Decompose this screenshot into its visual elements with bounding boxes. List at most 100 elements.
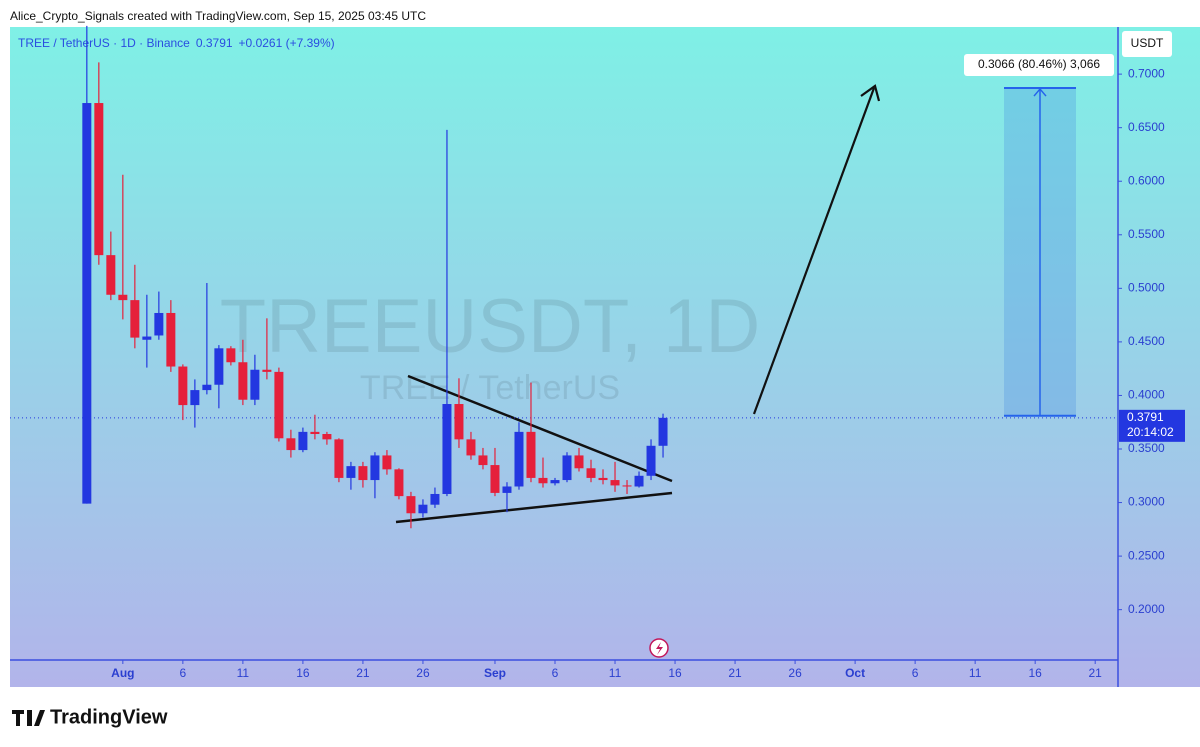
chart-background <box>10 27 1200 687</box>
x-tick-label: 26 <box>416 666 430 680</box>
x-tick-label: 11 <box>609 666 622 680</box>
x-tick-label: 26 <box>788 666 802 680</box>
x-tick-label: 16 <box>1028 666 1042 680</box>
candle-body <box>226 348 236 363</box>
candle-body <box>490 465 500 493</box>
candle-body <box>178 366 188 406</box>
y-tick-label: 0.2000 <box>1128 602 1165 616</box>
y-tick-label: 0.3500 <box>1128 441 1165 455</box>
y-tick-label: 0.4500 <box>1128 334 1165 348</box>
candle-body <box>358 466 368 481</box>
trend-line <box>407 374 673 483</box>
countdown: 20:14:02 <box>1127 425 1174 439</box>
candle-body <box>406 496 416 514</box>
candle-body <box>346 466 356 478</box>
candle-body <box>298 431 308 451</box>
candle-body <box>502 486 512 493</box>
brand: TradingView <box>50 706 168 728</box>
currency-box <box>1122 31 1172 57</box>
y-tick-label: 0.5000 <box>1128 281 1165 295</box>
candle-body <box>574 455 584 469</box>
watermark: TREEUSDT, 1D <box>220 284 761 369</box>
trend-line <box>395 491 673 524</box>
x-tick-label: 16 <box>296 666 310 680</box>
candle-body <box>514 431 524 487</box>
change: +0.0261 (+7.39%) <box>239 36 335 50</box>
candle-body <box>370 455 380 481</box>
candle-body <box>634 475 644 487</box>
x-tick-label: 21 <box>1089 666 1103 680</box>
x-tick-label: 11 <box>237 666 250 680</box>
candle-body <box>94 103 104 256</box>
candle-body <box>586 468 596 478</box>
y-tick-label: 0.5500 <box>1128 227 1165 241</box>
candle-body <box>322 434 332 440</box>
brand-logo <box>12 710 45 726</box>
candle-body <box>250 369 260 400</box>
x-tick-label: 21 <box>728 666 742 680</box>
x-tick-label: 21 <box>356 666 370 680</box>
x-tick-label: 6 <box>912 666 919 680</box>
arrow <box>752 87 876 415</box>
candle-body <box>430 493 440 505</box>
measure-label: 0.3066 (80.46%) 3,066 <box>978 57 1100 71</box>
x-tick-label: 11 <box>969 666 982 680</box>
symbol: TREE / TetherUS · 1D · Binance <box>18 36 190 50</box>
header-price: 0.3791 <box>196 36 233 50</box>
candle-body <box>442 404 452 494</box>
candle-body <box>538 477 548 484</box>
candle-body <box>394 469 404 497</box>
candle-body <box>286 438 296 451</box>
measure-label-box <box>964 54 1114 77</box>
y-tick-label: 0.7000 <box>1128 66 1165 80</box>
y-tick-label: 0.3000 <box>1128 495 1165 509</box>
candle-body <box>190 390 200 406</box>
candle-body <box>202 384 212 391</box>
measure-arrow-head <box>1033 87 1047 97</box>
candle-body <box>166 312 176 367</box>
candle-body <box>454 404 464 440</box>
x-tick-label: Aug <box>111 666 134 680</box>
last-price-box <box>1119 409 1185 442</box>
y-tick-label: 0.6500 <box>1128 120 1165 134</box>
candle-body <box>118 294 128 301</box>
y-tick-label: 0.6000 <box>1128 173 1165 187</box>
candle-body <box>82 103 92 504</box>
watermark-subtitle: TREE / TetherUS <box>360 369 620 407</box>
candle-body <box>418 504 428 514</box>
candle-body <box>310 431 320 435</box>
y-tick-label: 0.4000 <box>1128 388 1165 402</box>
candle-body <box>142 336 152 340</box>
candle-body <box>130 300 140 338</box>
candle-body <box>238 362 248 400</box>
candle-body <box>382 455 392 470</box>
symbol-info: TREE / TetherUS · 1D · Binance 0.3791 +0.0… <box>18 36 335 50</box>
candle-body <box>598 477 608 481</box>
candle-body <box>106 255 116 295</box>
candle-body <box>646 445 656 476</box>
x-tick-label: 6 <box>552 666 559 680</box>
x-tick-label: Oct <box>845 666 865 680</box>
candle-body <box>154 312 164 336</box>
candle-body <box>622 485 632 487</box>
currency: USDT <box>1131 36 1164 50</box>
candle-body <box>466 439 476 456</box>
candle-body <box>478 455 488 466</box>
plot: 0.2000 0.2500 0.3000 0.3500 0.4000 0.4500 0.50… <box>10 25 1185 680</box>
candle-body <box>262 369 272 372</box>
x-tick-label: 16 <box>668 666 682 680</box>
candle-body <box>526 431 536 478</box>
x-tick-label: Sep <box>484 666 506 680</box>
candle-body <box>214 348 224 385</box>
candle-body <box>334 439 344 478</box>
candle-body <box>550 480 560 484</box>
x-tick-label: 6 <box>180 666 187 680</box>
event-icon-bolt <box>656 642 663 655</box>
candle-body <box>274 371 284 439</box>
credit: Alice_Crypto_Signals created with Tradin… <box>10 9 426 23</box>
y-tick-label: 0.2500 <box>1128 548 1165 562</box>
arrow-head <box>860 84 881 102</box>
candle-body <box>610 480 620 486</box>
